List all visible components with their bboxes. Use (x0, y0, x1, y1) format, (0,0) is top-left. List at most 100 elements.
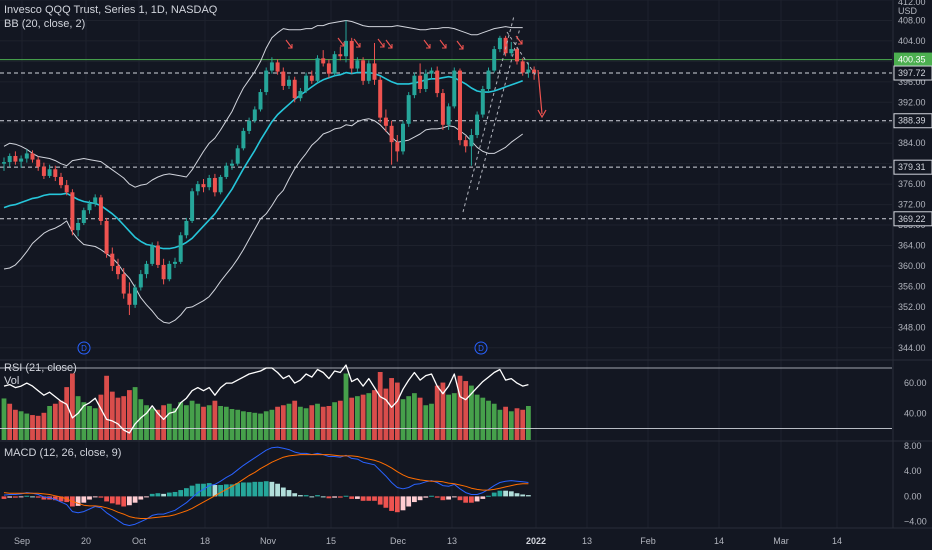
price-tick-label: 348.00 (898, 322, 926, 332)
macd-histogram-bar (246, 482, 252, 497)
bb-legend: BB (20, close, 2) (4, 18, 86, 30)
volume-bar (155, 409, 161, 440)
volume-bar (486, 400, 491, 440)
candle (344, 20, 348, 63)
volume-bar (497, 409, 503, 440)
macd-histogram-bar (144, 496, 149, 498)
volume-bar (13, 409, 18, 440)
candle-body (155, 245, 160, 265)
candle-body (532, 69, 537, 74)
volume-bar (258, 413, 263, 440)
candle (275, 59, 280, 75)
candle-body (218, 176, 223, 193)
candle (64, 180, 69, 196)
volume-bar (1, 398, 7, 440)
macd-histogram-bar (469, 496, 474, 503)
candle-body (372, 63, 377, 80)
price-tick-label: 344.00 (898, 343, 926, 353)
candle-body (252, 109, 257, 121)
candle-body (469, 135, 474, 147)
volume-bar (235, 409, 241, 440)
volume-bar (138, 399, 144, 440)
candle (526, 62, 531, 78)
macd-histogram-bar (497, 490, 503, 497)
macd-histogram-bar (480, 496, 486, 499)
candle (292, 76, 297, 103)
macd-histogram-bar (412, 496, 417, 503)
vol-legend: Vol (4, 375, 20, 387)
candle-body (463, 140, 468, 147)
volume-bar (298, 406, 303, 440)
candle (138, 270, 143, 291)
trendline-dotted-3 (506, 31, 537, 77)
level-price-label: 400.35 (898, 55, 926, 65)
candle (492, 46, 497, 73)
candle (355, 57, 360, 72)
candle-body (13, 155, 18, 162)
time-axis-label: 20 (81, 536, 91, 546)
candle-body (452, 70, 457, 107)
macd-legend: MACD (12, 26, close, 9) (4, 447, 122, 459)
rsi-tick-label: 40.00 (904, 408, 927, 418)
candle-body (287, 79, 291, 86)
candle-body (497, 37, 502, 50)
volume-bar (377, 372, 383, 440)
macd-line (3, 446, 529, 526)
candle-body (298, 91, 303, 99)
volume-bar (337, 400, 343, 440)
candle (241, 127, 246, 151)
volume-bar (144, 405, 149, 440)
candle (184, 217, 189, 239)
volume-bar (223, 406, 229, 440)
volume-bar (212, 400, 218, 440)
macd-histogram-bar (520, 494, 526, 497)
candle (378, 76, 383, 123)
candle-body (70, 192, 75, 231)
candle-body (121, 274, 126, 294)
macd-signal-line (3, 454, 529, 519)
macd-histogram-bar (446, 496, 451, 500)
macd-histogram-bar (429, 495, 434, 497)
candle (110, 247, 115, 272)
candle (13, 151, 18, 165)
candle (201, 179, 206, 193)
candle (503, 35, 508, 57)
candle (127, 282, 132, 316)
candle (247, 117, 252, 134)
volume-bar (366, 393, 372, 440)
candle-body (81, 210, 86, 223)
macd-histogram-bar (18, 496, 24, 498)
volume-bar (18, 411, 24, 440)
price-tick-label: 396.00 (898, 77, 926, 87)
volume-bar (446, 394, 451, 440)
macd-histogram-bar (349, 496, 355, 499)
candle-body (104, 220, 109, 254)
candle-body (332, 54, 337, 74)
candle (133, 284, 138, 308)
candle-body (383, 117, 388, 126)
candle-body (321, 58, 326, 64)
macd-histogram-bar (337, 496, 343, 498)
candle-body (36, 159, 41, 167)
volume-bar (491, 403, 497, 440)
price-tick-label: 392.00 (898, 97, 926, 107)
trendline-dotted-2 (476, 27, 521, 191)
macd-histogram-bar (440, 496, 446, 501)
macd-histogram-bar (486, 495, 491, 497)
macd-histogram-bar (7, 496, 13, 498)
time-axis-label: Nov (260, 536, 277, 546)
macd-histogram-bar (58, 496, 64, 502)
projection-arrow-head (537, 109, 547, 119)
macd-histogram-bar (24, 495, 30, 497)
macd-histogram-bar (303, 495, 309, 497)
level-price-badge (893, 159, 932, 175)
macd-histogram-bar (526, 495, 531, 497)
macd-histogram-bar (292, 493, 298, 497)
candle-body (2, 162, 6, 164)
candle (395, 135, 400, 162)
macd-histogram-bar (212, 485, 218, 497)
macd-histogram-bar (332, 496, 337, 498)
candle (406, 92, 411, 127)
candle (446, 103, 451, 130)
